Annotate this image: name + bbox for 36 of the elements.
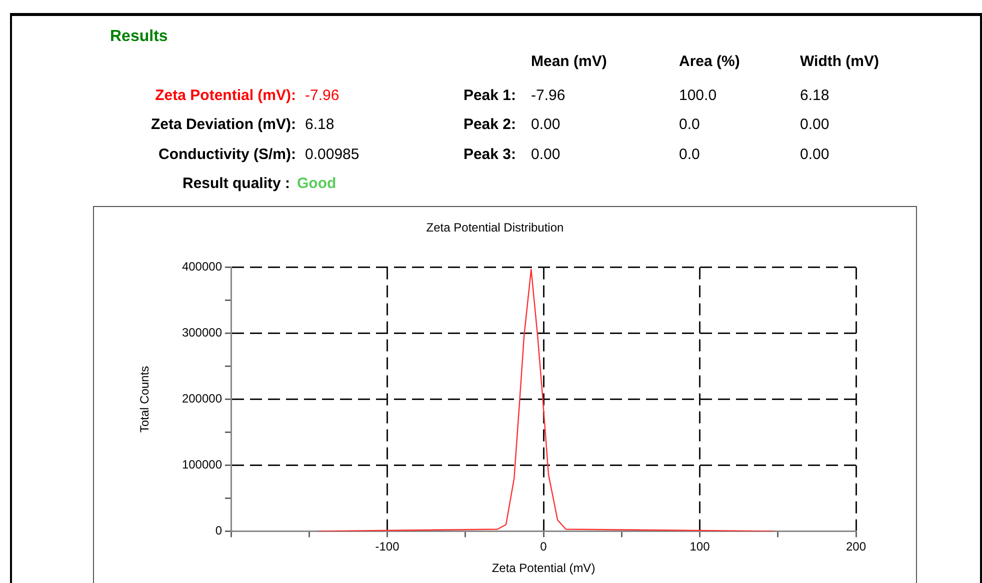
text: 6.18	[305, 116, 334, 133]
x-tick-label: 200	[846, 540, 866, 554]
text: 0.00985	[305, 146, 360, 163]
chart-title: Zeta Potential Distribution	[426, 220, 564, 235]
y-tick-label: 400000	[182, 260, 222, 274]
text: Mean (mV)	[531, 53, 607, 70]
text: Result quality :	[182, 175, 290, 192]
text: Good	[297, 175, 336, 192]
x-tick-label: -100	[375, 540, 400, 554]
y-tick-label: 0	[215, 524, 222, 538]
text: 0.0	[679, 116, 700, 133]
text: Zeta Potential (mV):	[155, 87, 296, 104]
text: 0.00	[531, 146, 560, 163]
text: Conductivity (S/m):	[158, 146, 296, 163]
x-axis-title: Zeta Potential (mV)	[492, 561, 596, 576]
text: Peak 2:	[463, 116, 516, 133]
text: 0.00	[800, 116, 830, 133]
y-tick-label: 300000	[182, 326, 222, 340]
text: 6.18	[800, 87, 830, 104]
text: Area (%)	[679, 53, 740, 70]
text: -7.96	[531, 87, 566, 104]
text: 100.0	[679, 87, 717, 104]
text: Zeta Deviation (mV):	[150, 116, 296, 133]
text: -7.96	[305, 87, 340, 104]
text: Width (mV)	[800, 53, 880, 70]
y-tick-label: 200000	[182, 392, 222, 406]
text: Peak 3:	[463, 146, 516, 163]
x-tick-label: 100	[690, 540, 710, 554]
text: Results	[110, 28, 168, 46]
y-tick-label: 100000	[182, 458, 222, 472]
text: Peak 1:	[463, 87, 516, 104]
text: 0.00	[531, 116, 560, 133]
text: 0.0	[679, 146, 700, 163]
x-tick-label: 0	[540, 540, 548, 554]
text: 0.00	[800, 146, 830, 163]
y-axis-title: Total Counts	[138, 366, 152, 433]
